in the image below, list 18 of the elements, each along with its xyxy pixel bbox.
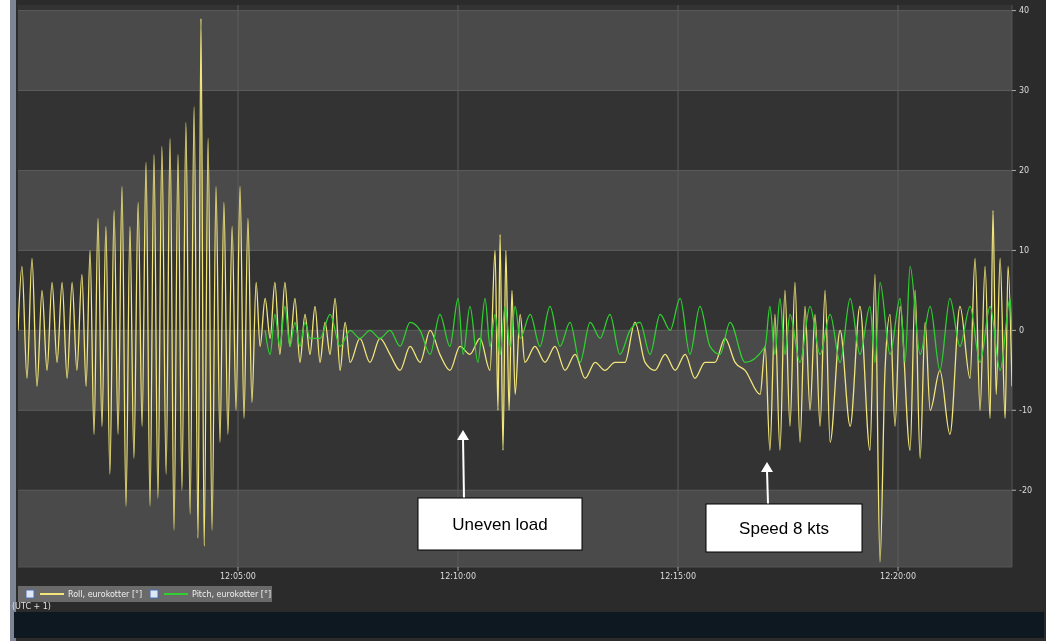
x-tick-label: 12:15:00 — [660, 572, 696, 581]
y-tick-label: 0 — [1019, 326, 1025, 336]
annotation: Uneven load — [452, 514, 548, 534]
x-tick-label: 12:20:00 — [880, 572, 916, 581]
legend-label: Pitch, eurokotter [°] — [192, 589, 272, 599]
y-tick-label: -20 — [1019, 486, 1033, 496]
x-tick-label: 12:05:00 — [220, 572, 256, 581]
annotation: Speed 8 kts — [739, 518, 829, 538]
line-series — [264, 265, 1012, 371]
y-tick-label: 20 — [1019, 166, 1030, 176]
y-tick-label: 30 — [1019, 86, 1030, 96]
legend-label: Roll, eurokotter [°] — [68, 589, 143, 599]
y-tick-label: -10 — [1019, 406, 1033, 416]
x-tick-label: 12:10:00 — [440, 572, 476, 581]
line-series — [18, 17, 1012, 563]
y-tick-label: 40 — [1019, 6, 1030, 16]
text: (UTC + 1) — [12, 602, 51, 611]
y-tick-label: 10 — [1019, 246, 1030, 256]
